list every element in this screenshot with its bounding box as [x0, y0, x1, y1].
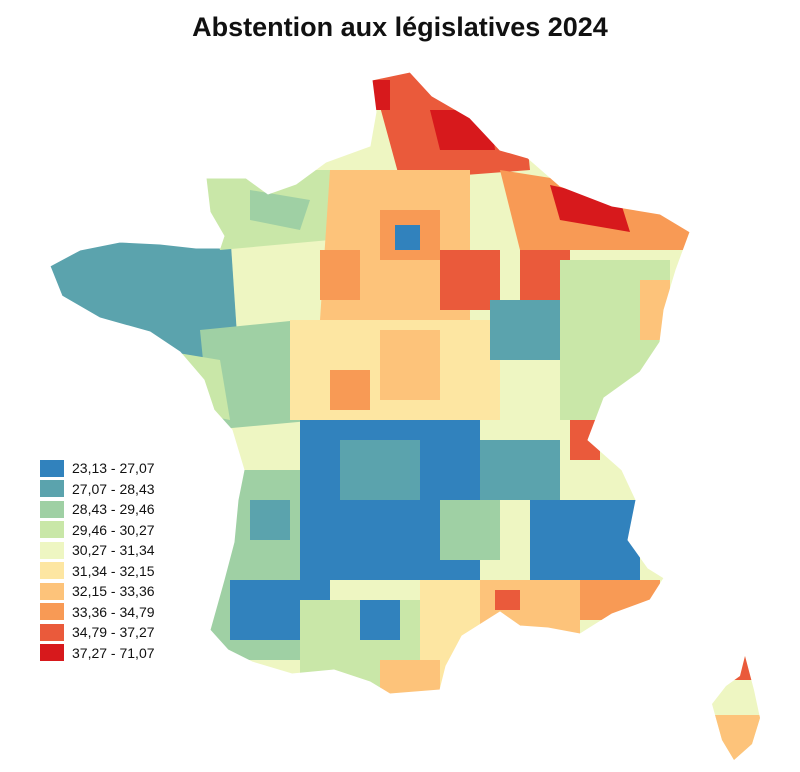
- legend-item: 33,36 - 34,79: [40, 602, 155, 623]
- legend: 23,13 - 27,07 27,07 - 28,43 28,43 - 29,4…: [40, 458, 155, 663]
- legend-label: 30,27 - 31,34: [72, 542, 155, 559]
- legend-swatch: [40, 644, 64, 662]
- legend-label: 23,13 - 27,07: [72, 460, 155, 477]
- legend-item: 31,34 - 32,15: [40, 561, 155, 582]
- legend-label: 34,79 - 37,27: [72, 624, 155, 641]
- legend-item: 29,46 - 30,27: [40, 520, 155, 541]
- legend-swatch: [40, 500, 64, 518]
- legend-label: 37,27 - 71,07: [72, 644, 155, 661]
- legend-item: 28,43 - 29,46: [40, 499, 155, 520]
- legend-item: 27,07 - 28,43: [40, 479, 155, 500]
- legend-label: 27,07 - 28,43: [72, 480, 155, 497]
- legend-item: 32,15 - 33,36: [40, 581, 155, 602]
- legend-swatch: [40, 459, 64, 477]
- legend-swatch: [40, 562, 64, 580]
- legend-label: 32,15 - 33,36: [72, 583, 155, 600]
- legend-item: 37,27 - 71,07: [40, 643, 155, 664]
- legend-item: 30,27 - 31,34: [40, 540, 155, 561]
- legend-label: 29,46 - 30,27: [72, 521, 155, 538]
- legend-item: 23,13 - 27,07: [40, 458, 155, 479]
- map-title: Abstention aux législatives 2024: [192, 12, 608, 42]
- legend-label: 28,43 - 29,46: [72, 501, 155, 518]
- legend-item: 34,79 - 37,27: [40, 622, 155, 643]
- legend-swatch: [40, 480, 64, 498]
- legend-swatch: [40, 541, 64, 559]
- legend-swatch: [40, 603, 64, 621]
- legend-label: 33,36 - 34,79: [72, 603, 155, 620]
- legend-swatch: [40, 623, 64, 641]
- corsica: [712, 656, 760, 760]
- legend-label: 31,34 - 32,15: [72, 562, 155, 579]
- legend-swatch: [40, 582, 64, 600]
- legend-swatch: [40, 521, 64, 539]
